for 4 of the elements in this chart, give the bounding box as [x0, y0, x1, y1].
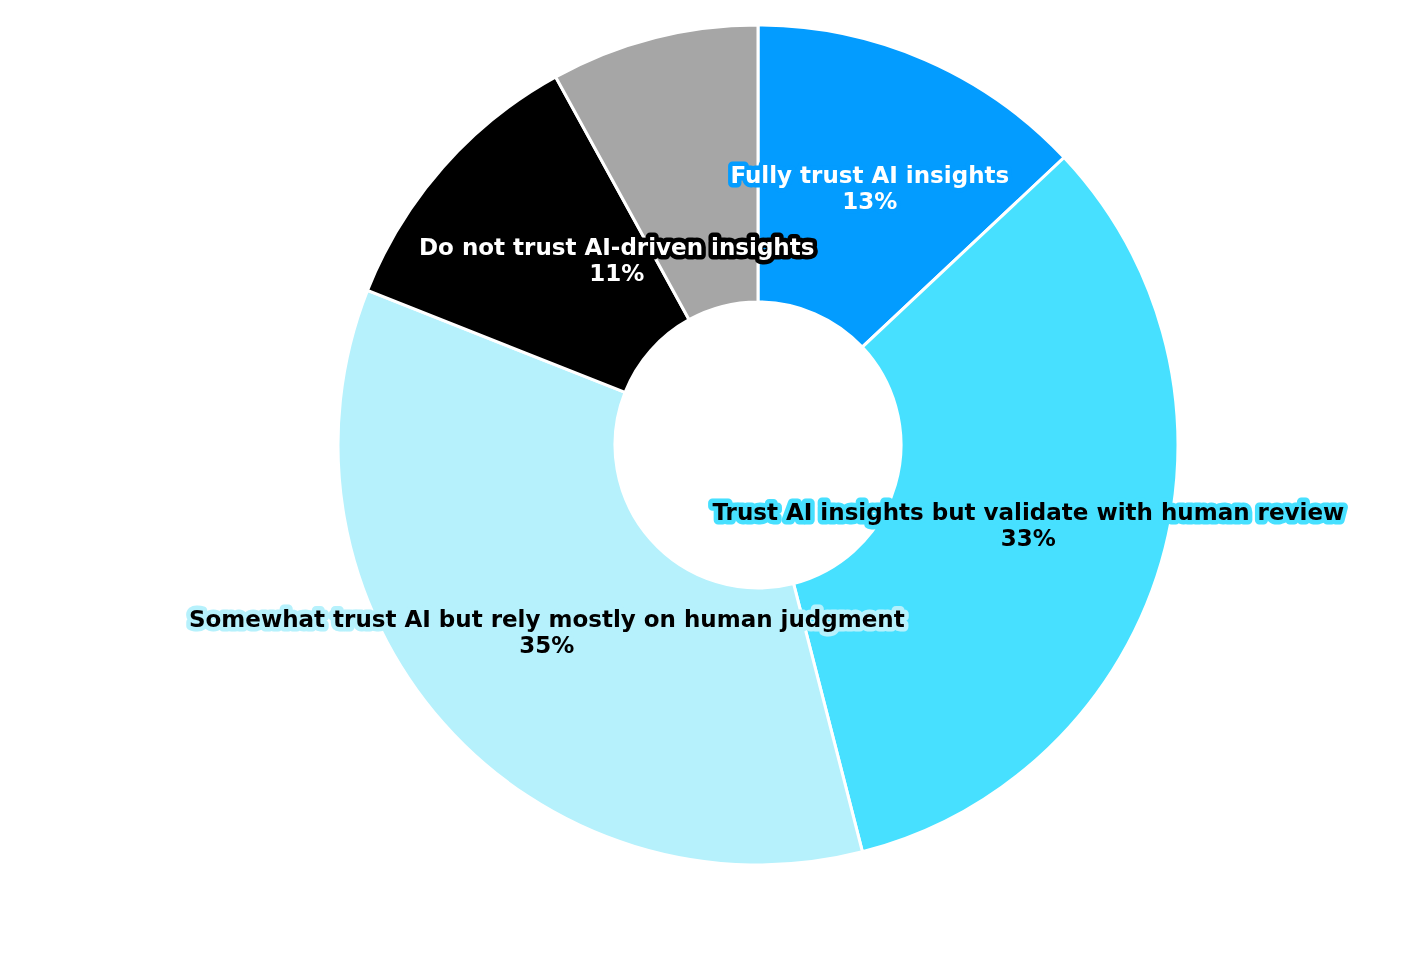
data-label: 13% [842, 187, 898, 214]
data-label: 11% [589, 259, 645, 286]
data-label: 35% [519, 632, 575, 659]
data-label: 33% [1000, 524, 1056, 551]
